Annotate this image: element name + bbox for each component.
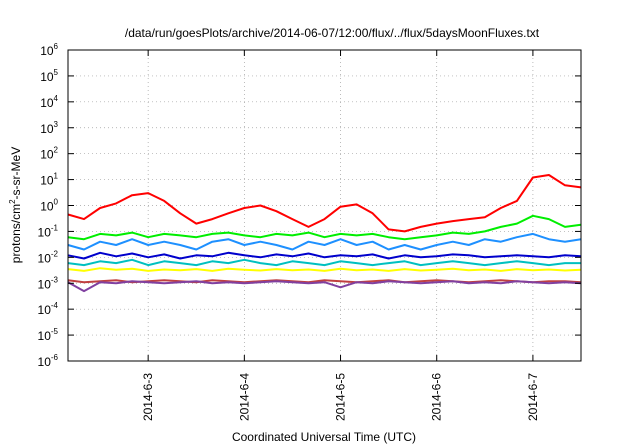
y-tick-base: 10 [40,148,54,162]
x-tick-label: 2014-6-4 [237,373,251,421]
y-tick-exponent: 6 [54,42,59,51]
y-tick-exponent: -1 [51,223,59,232]
x-tick-label: 2014-6-6 [430,373,444,421]
y-tick-exponent: 3 [54,120,59,129]
y-tick-exponent: 5 [54,68,59,77]
series-line-7 [67,279,582,284]
y-tick-label: 102 [40,146,58,162]
y-tick-base: 10 [38,303,52,317]
y-tick-exponent: -3 [51,275,59,284]
y-tick-exponent: 4 [54,94,59,103]
y-tick-label: 10-1 [38,223,59,239]
y-axis-label-sup: 2 [8,199,17,204]
y-tick-label: 10-2 [38,249,59,265]
y-tick-label: 10-4 [38,301,59,317]
y-tick-base: 10 [40,96,54,110]
y-tick-label: 10-6 [38,353,59,369]
y-tick-base: 10 [38,251,52,265]
x-axis-label: Coordinated Universal Time (UTC) [232,430,416,444]
y-axis: 10-610-510-410-310-210-11001011021031041… [38,42,581,369]
series-line-3 [67,232,582,251]
y-tick-exponent: 0 [54,198,59,207]
y-axis-label-post: -s-sr-MeV [9,147,23,200]
y-tick-label: 10-5 [38,327,59,343]
x-axis: 2014-6-3 2014-6-4 2014-6-5 2014-6-6 2014-6-7 [141,50,540,421]
y-tick-base: 10 [38,225,52,239]
series-line-5 [67,258,581,267]
y-tick-label: 100 [40,198,58,214]
y-tick-exponent: 1 [54,172,59,181]
y-axis-label: protons/cm2-s-sr-MeV [8,147,23,263]
y-tick-base: 10 [38,355,52,369]
series-line-6 [67,267,582,272]
y-tick-exponent: -2 [51,249,59,258]
y-tick-base: 10 [40,70,54,84]
chart-title: /data/run/goesPlots/archive/2014-06-07/1… [125,26,540,40]
series-line-4 [67,251,582,260]
y-tick-label: 106 [40,42,58,58]
y-tick-base: 10 [40,174,54,188]
x-tick-label: 2014-6-7 [526,373,540,421]
y-axis-label-pre: protons/cm [9,204,23,263]
y-tick-exponent: -6 [51,353,59,362]
y-tick-label: 101 [40,172,58,188]
y-tick-exponent: -5 [51,327,59,336]
series-group [67,174,582,293]
y-tick-label: 104 [40,94,58,110]
y-tick-base: 10 [38,277,52,291]
y-tick-base: 10 [40,122,54,136]
y-tick-base: 10 [40,200,54,214]
series-line-8 [67,280,582,293]
x-tick-label: 2014-6-3 [141,373,155,421]
y-tick-base: 10 [38,329,52,343]
series-line-1 [67,174,582,233]
y-tick-base: 10 [40,44,54,58]
x-tick-label: 2014-6-5 [334,373,348,421]
y-tick-label: 10-3 [38,275,59,291]
y-tick-exponent: 2 [54,146,59,155]
y-tick-exponent: -4 [51,301,59,310]
series-line-2 [67,214,582,241]
y-tick-label: 105 [40,68,58,84]
y-tick-label: 103 [40,120,58,136]
